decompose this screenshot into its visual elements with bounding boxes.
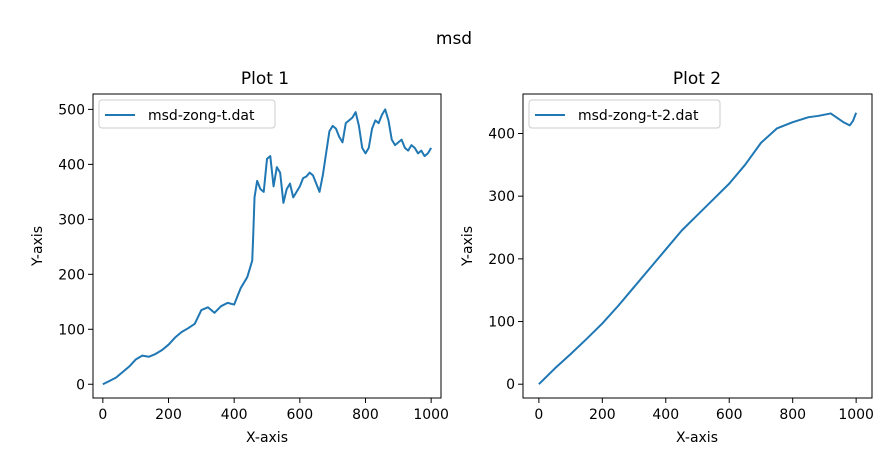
plot-1-legend: msd-zong-t.dat [98,99,276,129]
plot-1-ylabel: Y-axis [30,226,46,267]
plot-2: Plot 2 0 200 400 600 800 1000 0 100 200 300 400 X-… [460,69,874,446]
figure-suptitle: msd [436,29,472,49]
plot-2-xtick-label: 200 [589,407,616,423]
plot-2-xtick-label: 600 [716,407,743,423]
plot-1-ytick-label: 200 [58,267,85,283]
plot-2-title: Plot 2 [673,69,721,89]
plot-1-xtick-label: 800 [352,407,379,423]
plot-2-ylabel: Y-axis [460,226,476,267]
plot-1-series-line-0 [102,108,433,386]
plot-1-line-layer [102,108,433,386]
plot-2-xtick-label: 400 [652,407,679,423]
plot-1-ytick-label: 300 [58,212,85,228]
plot-1-xtick-label: 0 [98,407,107,423]
plot-2-ytick-label: 400 [488,126,515,142]
plot-1-xtick-label: 1000 [413,407,449,423]
plot-1-legend-box [98,99,276,129]
plot-1-ytick-label: 100 [58,322,85,338]
plot-1: Plot 1 0 200 400 600 800 1000 0 100 200 300 400 500… [30,69,449,446]
plot-2-legend: msd-zong-t-2.dat [528,99,721,129]
plot-2-line-layer [538,112,858,385]
plot-2-xlabel: X-axis [676,430,718,446]
plot-2-xtick-label: 800 [779,407,806,423]
plot-1-ytick-label: 400 [58,157,85,173]
plot-1-ytick-label: 500 [58,102,85,118]
plot-2-ticks: 0 200 400 600 800 1000 0 100 200 300 400 [488,126,874,423]
plot-1-frame [92,93,442,399]
plot-2-legend-label: msd-zong-t-2.dat [578,108,699,124]
plot-1-xtick-label: 600 [286,407,313,423]
plot-1-ticks: 0 200 400 600 800 1000 0 100 200 300 400 500 [58,102,449,423]
plot-1-xtick-label: 200 [155,407,182,423]
plot-1-legend-label: msd-zong-t.dat [148,108,255,124]
plot-1-ytick-label: 0 [76,377,85,393]
plot-2-ytick-label: 0 [506,377,515,393]
plot-2-xtick-label: 1000 [838,407,874,423]
plot-2-xtick-label: 0 [534,407,543,423]
plot-1-xlabel: X-axis [246,430,288,446]
plot-2-ytick-label: 300 [488,189,515,205]
plot-1-title: Plot 1 [241,69,289,89]
plot-2-ytick-label: 100 [488,315,515,331]
plot-2-ytick-label: 200 [488,252,515,268]
plot-2-frame [522,93,873,399]
plot-2-series-line-0 [538,112,858,385]
plot-2-legend-box [528,99,721,129]
plot-1-xtick-label: 400 [221,407,248,423]
